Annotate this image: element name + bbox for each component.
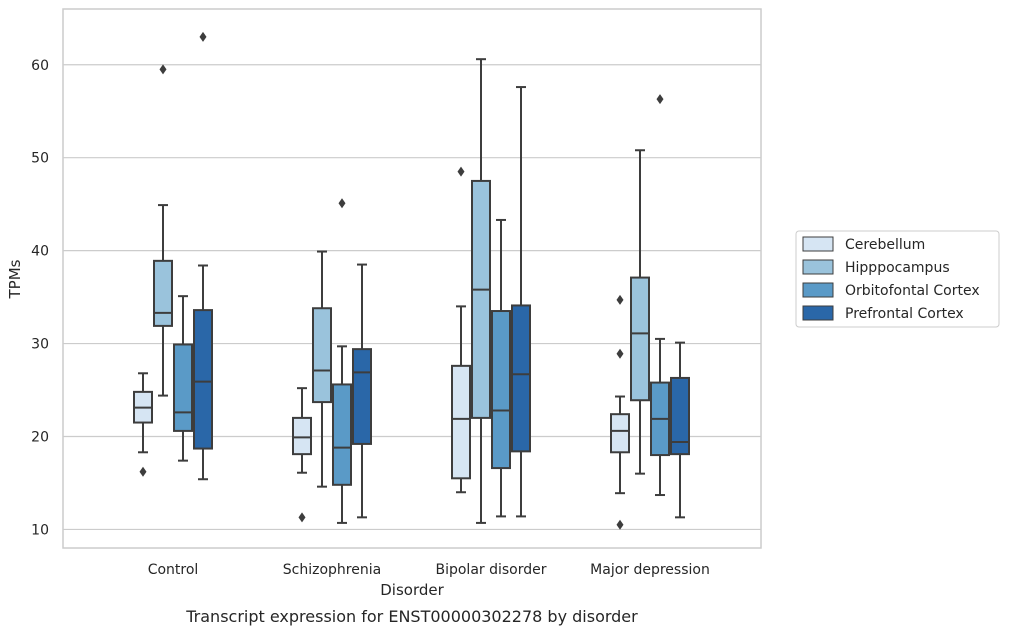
outlier-point xyxy=(298,512,306,523)
outlier-point xyxy=(139,466,147,477)
box-iqr xyxy=(312,307,332,404)
plot-frame xyxy=(62,8,762,549)
box xyxy=(312,250,332,488)
legend-label: Hipppocampus xyxy=(845,260,950,276)
box xyxy=(173,295,193,462)
box xyxy=(193,31,213,481)
legend-swatch xyxy=(802,259,834,275)
box xyxy=(292,387,312,523)
box-iqr xyxy=(451,364,471,480)
box xyxy=(670,341,690,519)
box xyxy=(471,58,491,524)
outlier-point xyxy=(159,64,167,75)
outlier-point xyxy=(199,31,207,42)
box-iqr xyxy=(292,416,312,456)
x-tick-labels: Control Schizophrenia Bipolar disorder Majo… xyxy=(148,562,710,578)
box xyxy=(332,198,352,524)
box-iqr xyxy=(511,304,531,453)
box xyxy=(630,149,650,475)
figure-caption: Transcript expression for ENST0000030227… xyxy=(185,607,638,626)
legend-swatch xyxy=(802,305,834,321)
box-iqr xyxy=(630,276,650,402)
y-tick-label: 20 xyxy=(31,429,49,445)
legend-label: Prefrontal Cortex xyxy=(845,306,964,322)
x-tick-label: Control xyxy=(148,562,199,578)
box xyxy=(153,64,173,397)
y-tick-label: 10 xyxy=(31,522,49,538)
legend-frame xyxy=(795,230,1000,328)
outlier-point xyxy=(616,294,624,305)
outlier-point xyxy=(616,519,624,530)
x-tick-label: Major depression xyxy=(590,562,710,578)
outlier-point xyxy=(656,94,664,105)
legend-label: Cerebellum xyxy=(845,237,925,253)
box-iqr xyxy=(471,179,491,419)
outlier-point xyxy=(338,198,346,209)
outlier-point xyxy=(457,166,465,177)
box-iqr xyxy=(352,348,372,445)
box-iqr xyxy=(153,259,173,327)
box xyxy=(650,94,670,497)
box xyxy=(352,263,372,519)
outlier-point xyxy=(616,348,624,359)
y-axis-label: TPMs xyxy=(6,259,24,299)
box xyxy=(491,218,511,518)
x-tick-label: Schizophrenia xyxy=(283,562,381,578)
box xyxy=(451,166,471,494)
y-tick-label: 50 xyxy=(31,151,49,167)
box xyxy=(511,86,531,518)
box xyxy=(133,372,153,477)
legend-swatch xyxy=(802,236,834,252)
legend-swatch xyxy=(802,282,834,298)
box-iqr xyxy=(610,413,630,454)
box-iqr xyxy=(193,309,213,450)
y-tick-label: 30 xyxy=(31,337,49,353)
box-groups xyxy=(133,31,690,530)
box-iqr xyxy=(491,310,511,470)
box-iqr xyxy=(173,343,193,432)
legend-label: Orbitofontal Cortex xyxy=(845,283,980,299)
box-iqr xyxy=(332,383,352,486)
x-axis-label: Disorder xyxy=(380,581,444,599)
y-tick-labels: 10 20 30 40 50 60 xyxy=(31,58,49,539)
legend: Cerebellum Hipppocampus Orbitofontal Corte… xyxy=(795,230,1000,328)
box xyxy=(610,294,630,530)
y-tick-label: 40 xyxy=(31,244,49,260)
box-iqr xyxy=(670,376,690,456)
y-tick-label: 60 xyxy=(31,58,49,74)
x-tick-label: Bipolar disorder xyxy=(435,562,546,578)
